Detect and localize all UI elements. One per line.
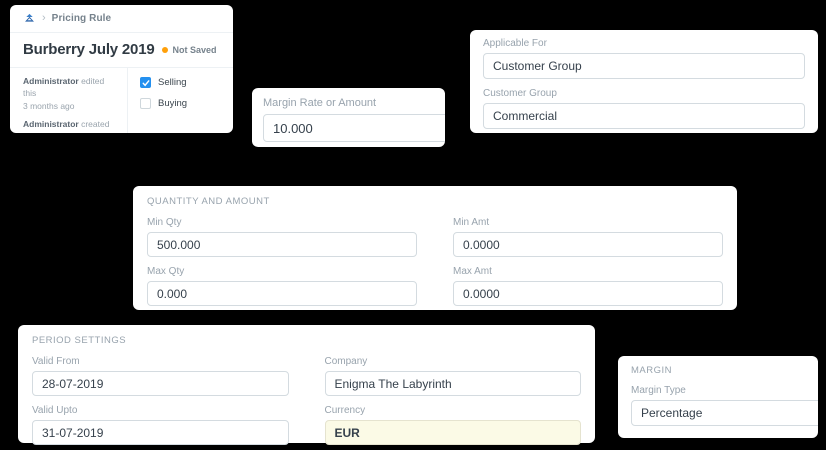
breadcrumb-doctype-link[interactable]: Pricing Rule [51, 13, 112, 24]
margin-rate-input[interactable]: 10.000 [263, 114, 445, 142]
max-qty-label: Max Qty [147, 266, 185, 277]
min-amt-label: Min Amt [453, 217, 490, 228]
breadcrumb-chevron-icon: › [42, 11, 46, 24]
applicable-for-label: Applicable For [483, 38, 547, 49]
timeline-when: 3 months ago [23, 100, 75, 111]
quantity-section-heading: QUANTITY AND AMOUNT [147, 196, 270, 207]
buying-checkbox[interactable] [140, 98, 151, 109]
margin-section-heading: MARGIN [631, 365, 672, 376]
margin-type-select[interactable]: Percentage [631, 400, 818, 426]
period-settings-section-card: PERIOD SETTINGS Valid From 28-07-2019 Co… [18, 325, 595, 445]
margin-rate-card: Margin Rate or Amount 10.000 [252, 88, 445, 147]
min-qty-label: Min Qty [147, 217, 182, 228]
valid-from-label: Valid From [32, 356, 80, 367]
valid-from-input[interactable]: 28-07-2019 [32, 371, 289, 396]
period-section-heading: PERIOD SETTINGS [32, 335, 127, 346]
applicable-for-card: Applicable For Customer Group Customer G… [470, 30, 818, 133]
valid-upto-input[interactable]: 31-07-2019 [32, 420, 289, 445]
customer-group-label: Customer Group [483, 88, 557, 99]
status-badge: Not Saved [172, 44, 217, 55]
page-title: Burberry July 2019 [23, 41, 155, 58]
document-timeline: Administrator edited this 3 months ago A… [10, 68, 127, 133]
timeline-action: edited this [23, 76, 105, 99]
timeline-user: Administrator [23, 76, 79, 86]
currency-input[interactable]: EUR [324, 420, 581, 445]
valid-upto-label: Valid Upto [32, 405, 78, 416]
selling-checkbox-label: Selling [158, 77, 187, 88]
timeline-item: Administrator created this 3 months ago [23, 118, 119, 133]
max-amt-input[interactable]: 0.0000 [453, 281, 723, 306]
quantity-amount-section-card: QUANTITY AND AMOUNT Min Qty 500.000 Min … [133, 186, 737, 310]
applicable-for-select[interactable]: Customer Group [483, 53, 805, 79]
selling-checkbox[interactable] [140, 77, 151, 88]
timeline-user: Administrator [23, 118, 79, 129]
company-input[interactable]: Enigma The Labyrinth [324, 371, 581, 396]
timeline-action: created this [23, 118, 110, 133]
margin-section-card: MARGIN Margin Type Percentage [618, 356, 818, 438]
selling-checkbox-row[interactable]: Selling [140, 77, 233, 88]
margin-rate-label: Margin Rate or Amount [263, 97, 377, 109]
not-saved-dot-icon [162, 47, 169, 53]
breadcrumb: › Pricing Rule [10, 5, 233, 33]
max-amt-label: Max Amt [453, 266, 492, 277]
currency-label: Currency [324, 405, 366, 416]
pricing-rule-header-card: › Pricing Rule Burberry July 2019 Not Sa… [10, 5, 233, 133]
buying-checkbox-row[interactable]: Buying [140, 98, 233, 109]
timeline-item: Administrator edited this 3 months ago [23, 75, 119, 112]
company-label: Company [324, 356, 368, 367]
max-qty-input[interactable]: 0.000 [147, 281, 417, 306]
min-amt-input[interactable]: 0.0000 [453, 232, 723, 257]
margin-type-label: Margin Type [631, 385, 686, 396]
app-logo-icon[interactable] [23, 13, 36, 25]
customer-group-input[interactable]: Commercial [483, 103, 805, 129]
column-divider [127, 68, 128, 133]
min-qty-input[interactable]: 500.000 [147, 232, 417, 257]
buying-checkbox-label: Buying [158, 98, 188, 109]
